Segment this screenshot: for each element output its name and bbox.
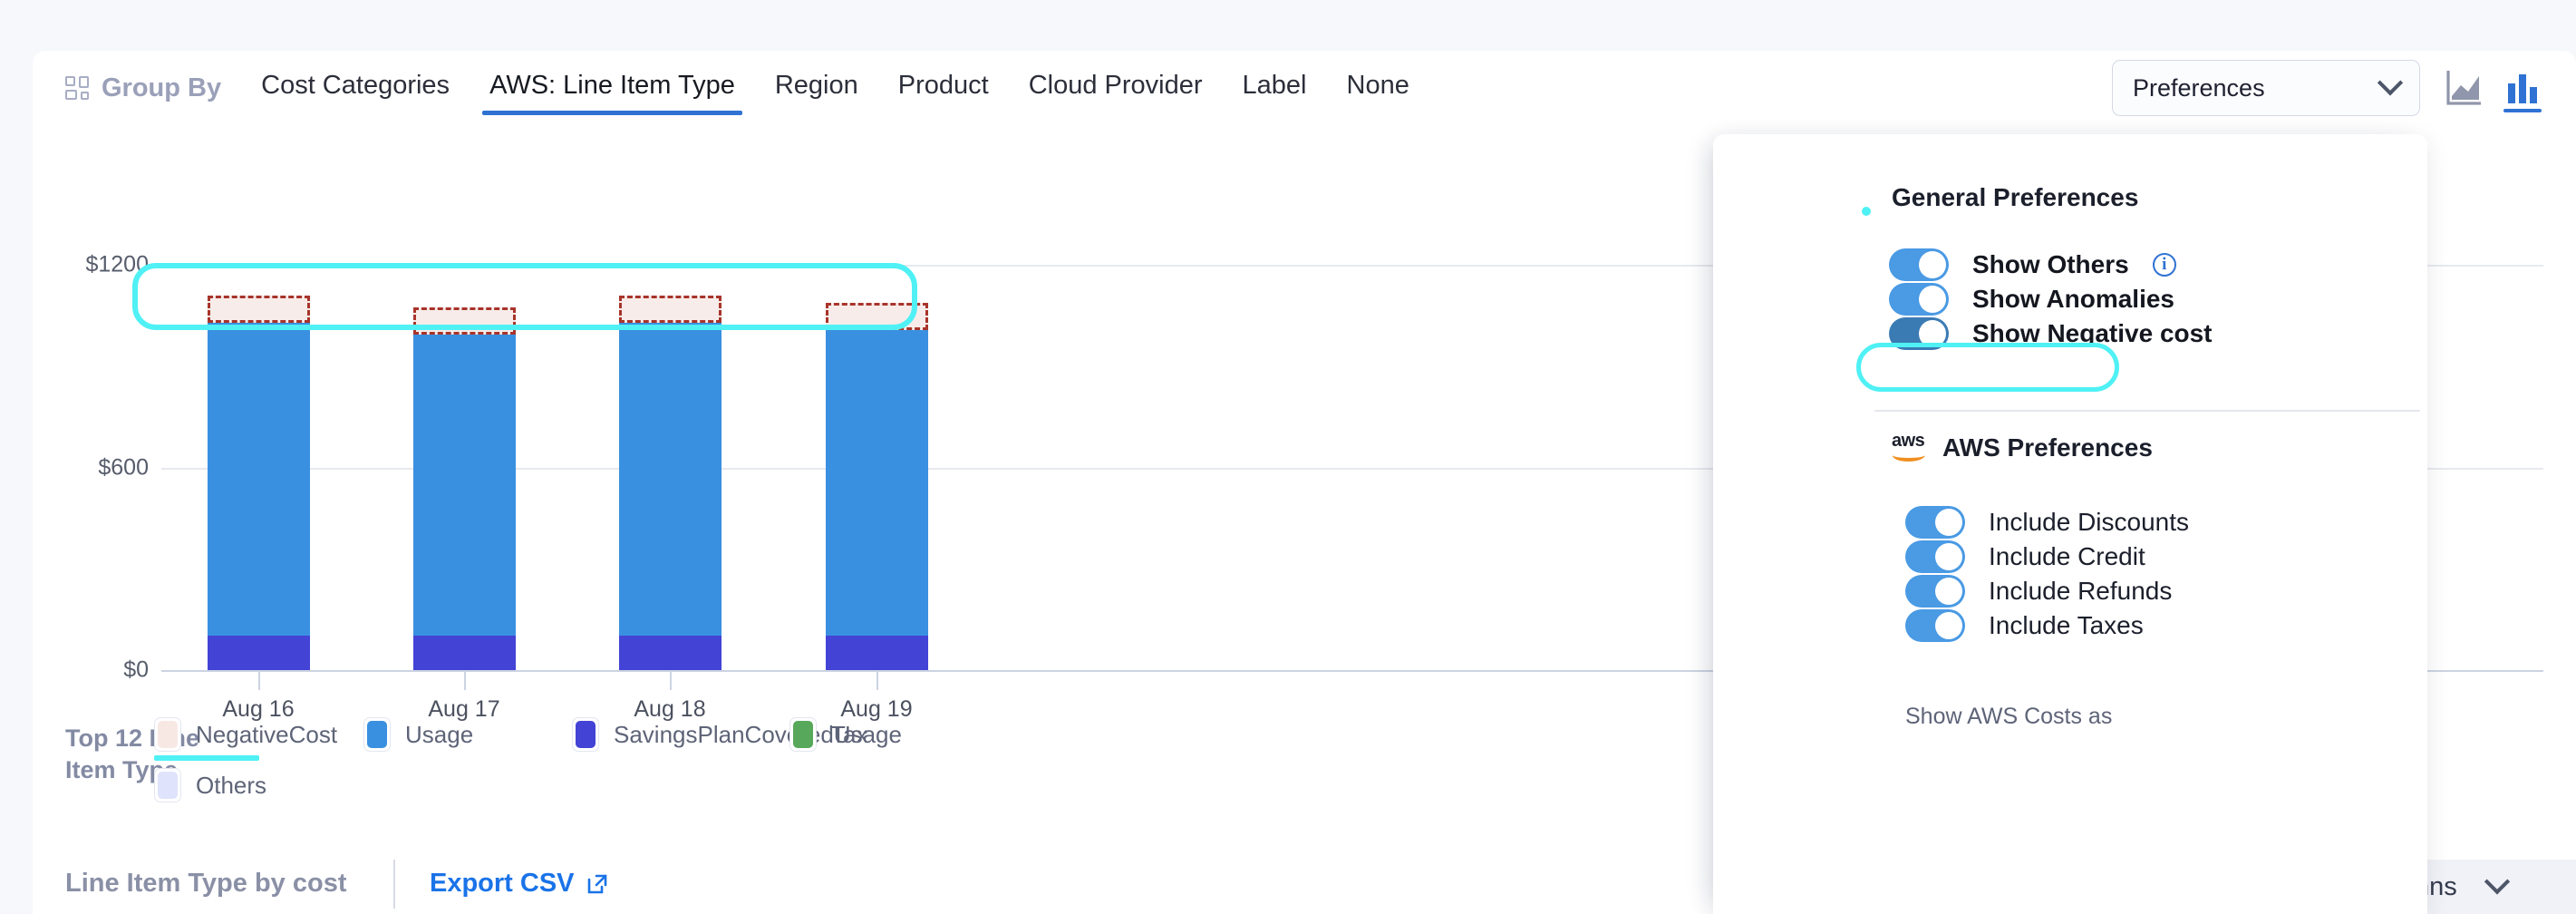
group-by-label: Group By [102,73,222,102]
aws-preferences-label: AWS Preferences [1942,433,2153,462]
toggle-row-include-taxes[interactable]: Include Taxes [1905,609,2144,642]
preferences-dropdown-label: Preferences [2133,73,2265,102]
chart-footer: Line Item Type by cost Export CSV nns [33,858,2576,914]
aws-preferences-title: aws AWS Preferences [1892,431,2153,462]
x-tick [670,670,672,690]
preferences-dropdown[interactable]: Preferences [2112,60,2420,116]
legend-highlight-underline [154,755,259,761]
bar-segment-usage[interactable] [826,330,928,636]
negative-cost-anomaly-box[interactable] [619,296,721,323]
aws-logo-icon: aws [1892,431,1932,462]
y-tick-label-0: $0 [123,656,149,683]
axis-line-zero [161,670,2543,672]
include-credit-toggle[interactable] [1905,540,1965,573]
legend-swatch [363,717,391,752]
legend-label: SavingsPlanCoveredUsage [614,720,902,748]
preferences-divider [1874,410,2420,412]
legend-swatch [789,717,817,752]
grid-icon [65,76,89,100]
x-tick-label: Aug 17 [428,696,500,722]
legend-label: Tax [831,720,868,748]
gridline-1200 [161,265,2543,267]
footer-title: Line Item Type by cost [65,869,347,898]
x-tick [258,670,260,690]
include-discounts-toggle[interactable] [1905,506,1965,539]
toggle-row-include-credit[interactable]: Include Credit [1905,540,2145,573]
tab-product[interactable]: Product [897,70,989,100]
bar-segment-savingsplancoveredusage[interactable] [413,636,516,670]
tab-aws-line-item-type[interactable]: AWS: Line Item Type [470,62,755,115]
x-tick-label: Aug 19 [840,696,913,722]
legend-label: NegativeCost [196,720,338,748]
show-negative-cost-label: Show Negative cost [1972,319,2213,347]
group-by-control: Group By [65,73,221,103]
x-tick-label: Aug 16 [222,696,295,722]
include-credit-label: Include Credit [1989,542,2145,570]
legend-item-tax[interactable]: Tax [789,717,867,752]
bar-segment-usage[interactable] [619,323,721,636]
x-tick [876,670,878,690]
group-by-tabs: Cost Categories AWS: Line Item Type Regi… [241,62,1429,115]
legend-item-usage[interactable]: Usage [363,717,473,752]
general-preferences-title: General Preferences [1892,183,2139,211]
legend-label: Others [196,771,267,799]
tab-cost-categories[interactable]: Cost Categories [261,70,450,100]
tab-none[interactable]: None [1346,70,1409,100]
toggle-row-include-discounts[interactable]: Include Discounts [1905,506,2189,539]
show-aws-costs-as-label: Show AWS Costs as [1905,704,2113,729]
include-discounts-label: Include Discounts [1989,508,2190,536]
legend-item-savingsplancoveredusage[interactable]: SavingsPlanCoveredUsage [572,717,902,752]
group-by-toolbar: Group By Cost Categories AWS: Line Item … [33,51,2576,125]
tab-region[interactable]: Region [774,70,858,100]
legend-swatch [572,717,599,752]
info-icon[interactable]: i [2152,253,2176,277]
chevron-down-icon [2377,70,2404,96]
include-refunds-label: Include Refunds [1989,577,2173,605]
bar-segment-usage[interactable] [208,323,310,636]
footer-divider [393,860,395,909]
show-others-toggle[interactable] [1889,248,1949,281]
include-taxes-label: Include Taxes [1989,611,2144,639]
bar-segment-savingsplancoveredusage[interactable] [826,636,928,670]
bar-segment-savingsplancoveredusage[interactable] [619,636,721,670]
preferences-panel: General Preferences Show Others i Show A… [1713,134,2427,914]
toggle-row-show-others[interactable]: Show Others i [1889,248,2176,281]
chart-legend: Top 12 Line Item Type NegativeCost Other… [33,717,2576,835]
x-tick-label: Aug 18 [634,696,706,722]
toggle-row-show-anomalies[interactable]: Show Anomalies [1889,283,2174,316]
include-taxes-toggle[interactable] [1905,609,1965,642]
negative-cost-anomaly-box[interactable] [208,296,310,323]
toolbar-right-controls: Preferences [2112,60,2542,116]
show-negative-cost-toggle[interactable] [1889,317,1949,350]
export-csv-label: Export CSV [430,869,575,898]
legend-item-others[interactable]: Others [154,768,266,802]
external-link-icon [587,874,606,893]
x-tick [464,670,466,690]
area-chart-icon[interactable] [2445,67,2484,109]
bar-chart-icon[interactable] [2503,67,2542,112]
y-tick-label-1200: $1200 [85,251,149,277]
show-others-label: Show Others [1972,250,2129,278]
legend-swatch [154,768,181,802]
legend-label: Usage [405,720,474,748]
show-anomalies-toggle[interactable] [1889,283,1949,316]
toggle-row-include-refunds[interactable]: Include Refunds [1905,575,2172,608]
legend-swatch [154,717,181,752]
y-tick-label-600: $600 [98,454,149,481]
legend-item-negativecost[interactable]: NegativeCost [154,717,337,752]
show-anomalies-label: Show Anomalies [1972,285,2175,313]
tab-label[interactable]: Label [1242,70,1307,100]
negative-cost-anomaly-box[interactable] [826,303,928,330]
gridline-600 [161,468,2543,470]
include-refunds-toggle[interactable] [1905,575,1965,608]
chart-type-toggle [2445,67,2542,112]
toggle-row-show-negative-cost[interactable]: Show Negative cost [1889,317,2213,350]
negative-cost-anomaly-box[interactable] [413,307,516,335]
chevron-down-icon [2484,869,2510,895]
bar-segment-usage[interactable] [413,335,516,636]
bar-segment-savingsplancoveredusage[interactable] [208,636,310,670]
export-csv-button[interactable]: Export CSV [430,869,609,899]
tab-cloud-provider[interactable]: Cloud Provider [1028,70,1203,100]
